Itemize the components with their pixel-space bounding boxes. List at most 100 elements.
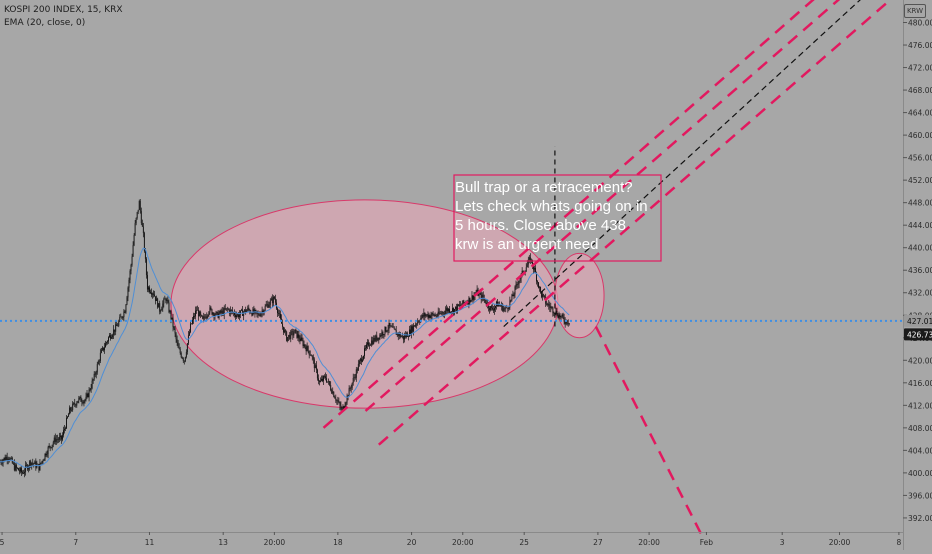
candle-body [440,313,441,314]
candle-body [557,311,558,316]
price-tick-label: 416.00 [908,379,932,388]
candle-body [65,428,66,429]
candle-body [468,298,469,304]
candle-body [527,264,528,267]
candle-body [514,294,515,296]
candle-body [370,345,371,346]
price-tick-label: 476.00 [908,41,932,50]
candle-body [355,377,356,378]
candle-body [43,461,44,462]
candle-body [390,323,391,326]
candle-body [185,357,186,361]
candle-body [16,465,17,468]
candle-body [518,284,519,285]
candle-body [108,337,109,341]
candle-body [312,356,313,357]
candle-body [218,312,219,318]
candle-body [106,342,107,343]
candle-body [146,259,147,275]
time-tick-label: 27 [593,538,603,547]
candle-body [17,468,18,469]
candle-body [369,346,370,347]
candle-body [519,281,520,284]
candle-body [181,353,182,357]
candle-body [178,343,179,348]
candle-body [127,297,128,304]
candle-body [56,439,57,442]
candle-body [507,308,508,309]
candle-body [415,325,416,327]
candle-body [537,281,538,282]
candle-body [141,211,142,223]
candle-body [389,323,390,329]
candle-body [375,335,376,340]
candle-body [41,463,42,464]
candle-body [435,315,436,316]
candle-body [121,317,122,318]
candle-body [175,328,176,333]
candle-body [423,313,424,317]
candle-body [267,304,268,305]
price-tick-label: 420.00 [908,356,932,365]
candle-body [26,465,27,466]
candle-body [14,463,15,470]
candle-body [458,304,459,305]
candle-body [321,379,322,381]
candle-body [71,410,72,411]
candle-body [547,304,548,305]
candle-body [88,394,89,397]
candle-body [228,309,229,310]
candle-body [235,315,236,317]
candle-body [331,390,332,393]
candle-body [265,306,266,310]
candle-body [122,317,123,318]
candle-body [374,338,375,341]
candle-body [117,326,118,327]
candle-body [568,323,569,324]
candle-body [379,335,380,339]
time-tick-label: 20:00 [638,538,660,547]
candle-body [259,314,260,315]
candle-body [113,330,114,336]
candle-body [52,445,53,448]
candle-body [18,468,19,470]
candle-body [220,311,221,314]
candle-body [378,338,379,340]
currency-scale-button[interactable]: KRW [904,4,926,18]
candle-body [154,295,155,297]
candle-body [86,397,87,400]
candle-body [182,357,183,358]
candle-body [9,459,10,460]
candle-body [23,473,24,474]
candle-body [100,353,101,361]
candle-body [110,335,111,338]
candle-body [70,408,71,411]
candle-body [77,401,78,403]
candle-body [22,472,23,473]
candle-body [247,308,248,311]
price-tick-label: 400.00 [908,469,932,478]
candle-body [381,332,382,336]
candle-body [357,369,358,370]
candle-body [164,299,165,300]
candle-body [305,344,306,347]
candle-body [236,315,237,317]
candle-body [503,308,504,311]
candle-body [221,311,222,313]
candle-body [149,287,150,292]
candle-body [46,454,47,456]
candle-body [213,313,214,314]
candle-body [543,294,544,295]
candle-body [238,314,239,317]
candle-body [302,338,303,341]
candle-body [353,378,354,383]
candle-body [422,315,423,317]
candle-body [325,376,326,378]
candle-body [322,379,323,381]
candle-body [426,314,427,315]
candle-body [258,313,259,314]
candle-body [45,454,46,460]
candle-body [329,381,330,385]
